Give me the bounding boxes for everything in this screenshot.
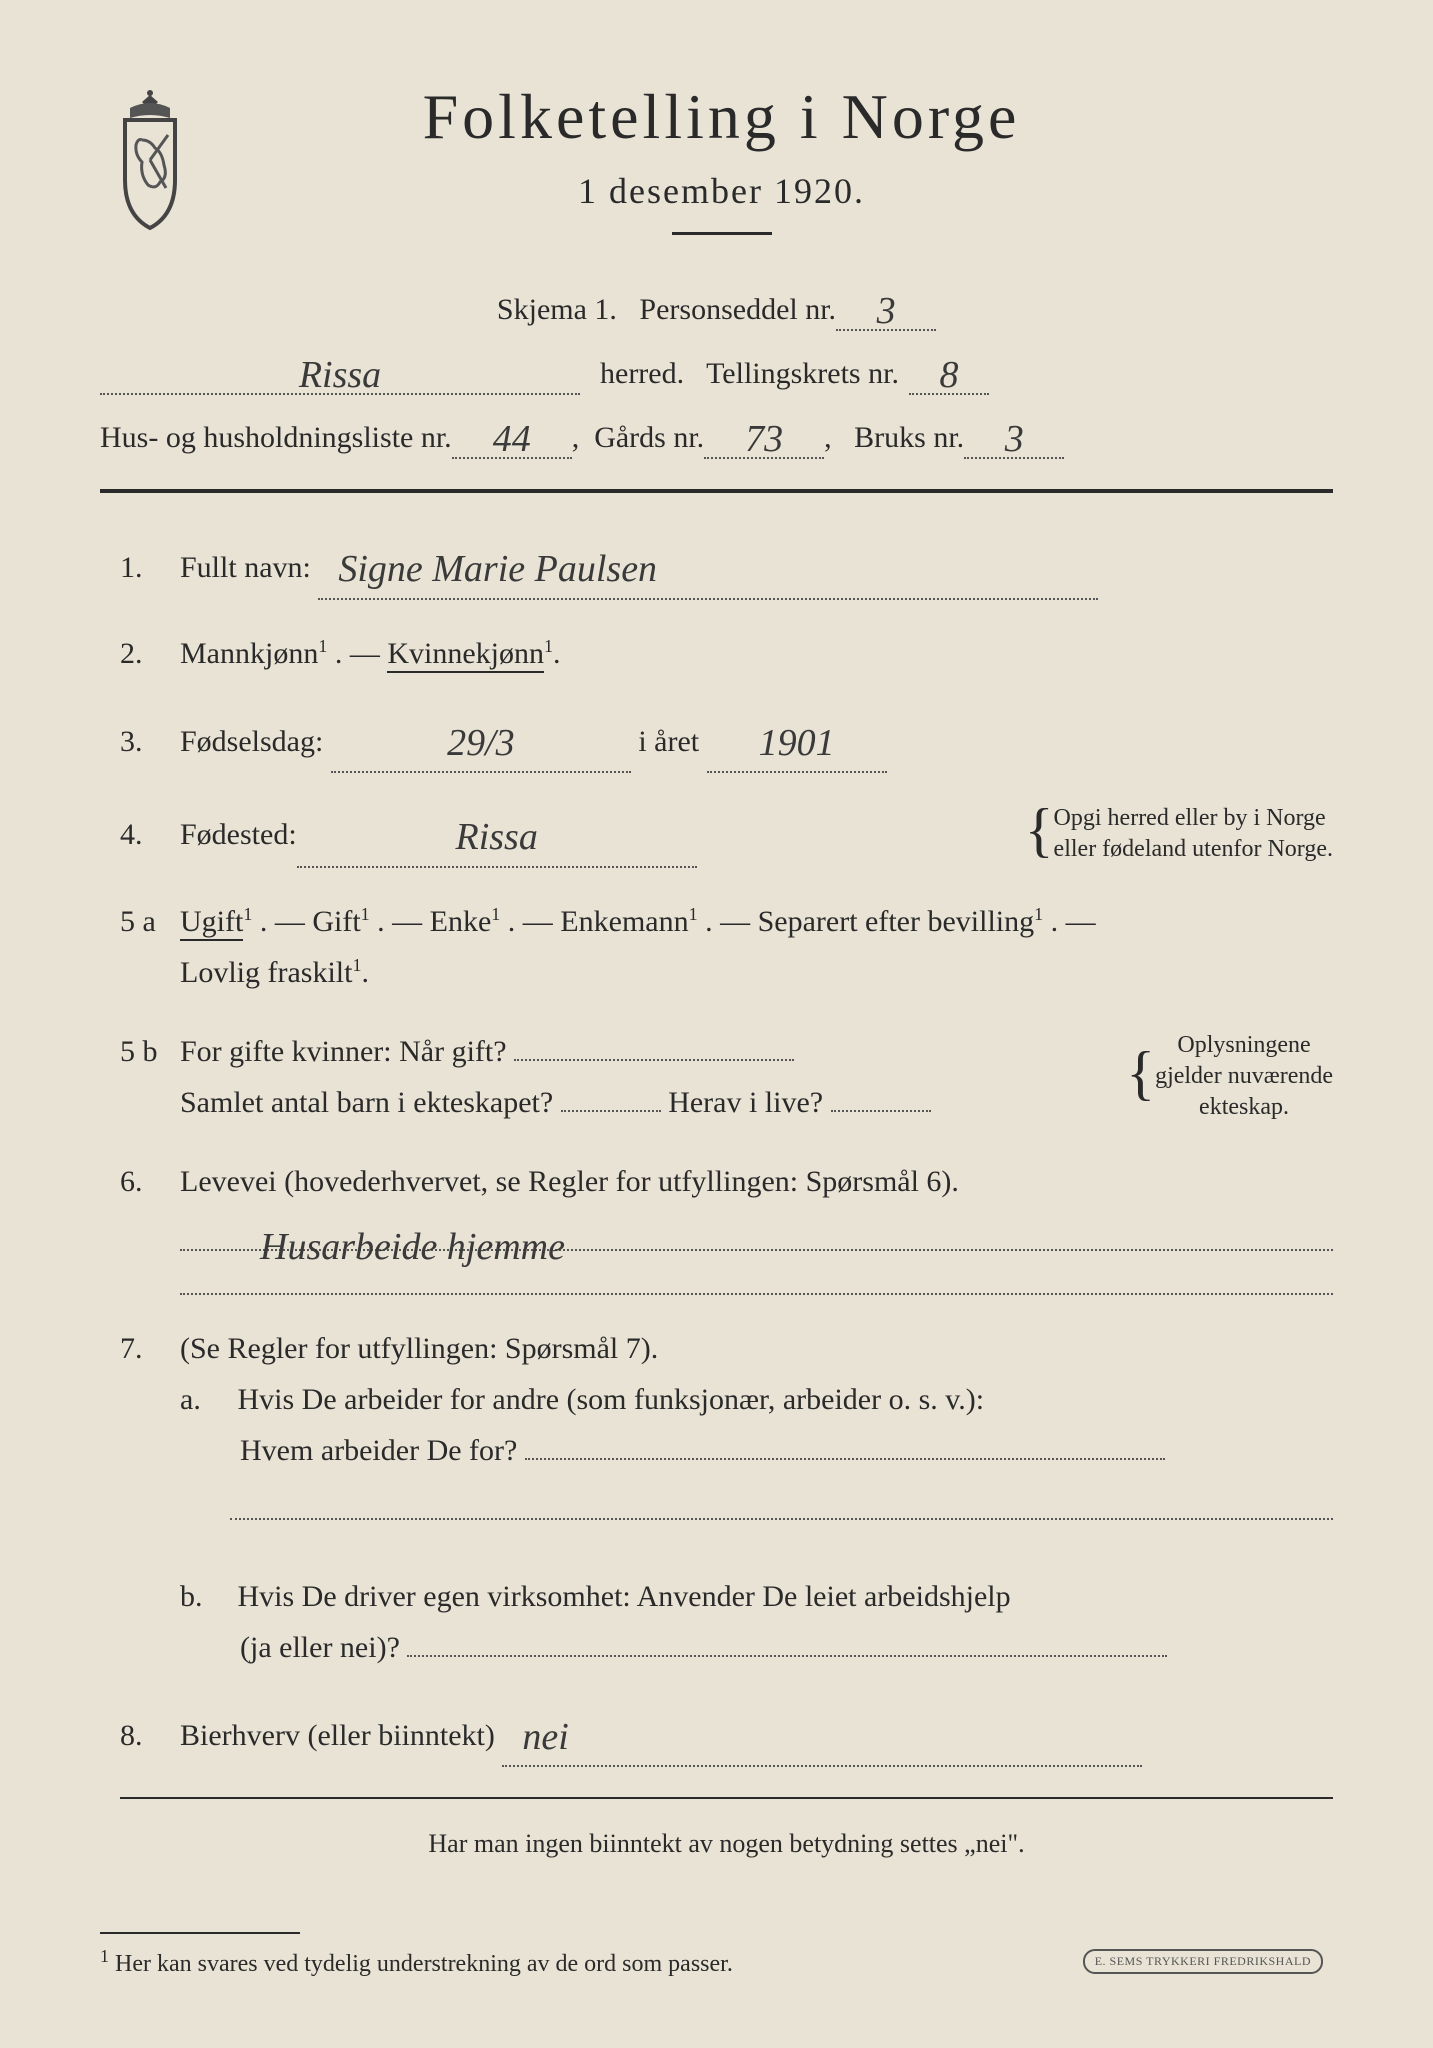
q7b-line1: Hvis De driver egen virksomhet: Anvender… — [238, 1580, 1011, 1613]
bierhverv-value: nei — [522, 1716, 568, 1758]
q1-label: Fullt navn: — [180, 551, 318, 584]
q8-num: 8. — [120, 1710, 180, 1761]
hus-label: Hus- og husholdningsliste nr. — [100, 421, 452, 455]
header: Folketelling i Norge 1 desember 1920. — [100, 80, 1333, 235]
opt-enkemann[interactable]: Enkemann — [560, 905, 688, 938]
opt-gift[interactable]: Gift — [312, 905, 360, 938]
levevei-value: Husarbeide hjemme — [260, 1215, 565, 1251]
meta-hus: Hus- og husholdningsliste nr. 44 , Gårds… — [100, 413, 1333, 459]
q2-num: 2. — [120, 628, 180, 679]
fullt-navn-field[interactable]: Signe Marie Paulsen — [318, 533, 1098, 600]
subtitle: 1 desember 1920. — [240, 170, 1203, 212]
q2-kvinne[interactable]: Kvinnekjønn — [387, 637, 544, 673]
bruks-nr: 3 — [1005, 418, 1024, 460]
hus-nr-field[interactable]: 44 — [452, 413, 572, 459]
herav-live-field[interactable] — [831, 1110, 931, 1112]
opt-separert[interactable]: Separert efter bevilling — [758, 905, 1035, 938]
q5b-label-c: Herav i live? — [668, 1086, 823, 1119]
leiet-hjelp-field[interactable] — [407, 1655, 1167, 1657]
q7b-line2: (ja eller nei)? — [180, 1631, 1167, 1664]
q7a-line1: Hvis De arbeider for andre (som funksjon… — [238, 1383, 985, 1416]
bierhverv-field[interactable]: nei — [502, 1701, 1142, 1768]
footnote-marker: 1 — [100, 1946, 109, 1966]
arbeider-for-field-2[interactable] — [230, 1480, 1333, 1520]
title-rule — [672, 232, 772, 235]
opt-enke[interactable]: Enke — [430, 905, 492, 938]
question-3: 3. Fødselsdag: 29/3 i året 1901 — [120, 707, 1333, 774]
q7-num: 7. — [120, 1323, 180, 1374]
footnote-rule — [100, 1932, 300, 1934]
fodselsar-field[interactable]: 1901 — [707, 707, 887, 774]
question-5b: 5 b For gifte kvinner: Når gift? Samlet … — [120, 1026, 1333, 1128]
q2-mann[interactable]: Mannkjønn — [180, 637, 318, 670]
question-8: 8. Bierhverv (eller biinntekt) nei — [120, 1701, 1333, 1768]
q3-label-b: i året — [638, 725, 706, 758]
q7-label: (Se Regler for utfyllingen: Spørsmål 7). — [180, 1332, 658, 1365]
meta-herred: Rissa herred. Tellingskrets nr. 8 — [100, 349, 1333, 395]
fodselsdag-field[interactable]: 29/3 — [331, 707, 631, 774]
q8-label: Bierhverv (eller biinntekt) — [180, 1719, 495, 1752]
meta-block: Skjema 1. Personseddel nr. 3 Rissa herre… — [100, 285, 1333, 459]
coat-of-arms-icon — [100, 90, 200, 230]
fullt-navn-value: Signe Marie Paulsen — [338, 548, 657, 590]
question-1: 1. Fullt navn: Signe Marie Paulsen — [120, 533, 1333, 600]
q2-sep: . — — [335, 637, 388, 670]
footnote-text: Her kan svares ved tydelig understreknin… — [115, 1951, 733, 1977]
bruks-nr-field[interactable]: 3 — [964, 413, 1064, 459]
q1-num: 1. — [120, 542, 180, 593]
q7a-num: a. — [180, 1374, 230, 1425]
tellingskrets-nr: 8 — [939, 354, 958, 396]
q4-num: 4. — [120, 809, 180, 860]
opt-fraskilt[interactable]: Lovlig fraskilt — [180, 956, 352, 989]
q7b-num: b. — [180, 1571, 230, 1622]
question-5a: 5 a Ugift1 . — Gift1 . — Enke1 . — Enkem… — [120, 896, 1333, 998]
fodselsar-value: 1901 — [759, 722, 835, 764]
gards-nr-field[interactable]: 73 — [704, 413, 824, 459]
fodested-value: Rissa — [455, 816, 537, 858]
fodselsdag-value: 29/3 — [447, 722, 515, 764]
nar-gift-field[interactable] — [514, 1059, 794, 1061]
title-block: Folketelling i Norge 1 desember 1920. — [240, 80, 1333, 235]
q6-num: 6. — [120, 1156, 180, 1207]
herred-name: Rissa — [299, 354, 381, 396]
main-title: Folketelling i Norge — [240, 80, 1203, 154]
question-7: 7. (Se Regler for utfyllingen: Spørsmål … — [120, 1323, 1333, 1673]
opt-ugift[interactable]: Ugift — [180, 905, 243, 941]
antal-barn-field[interactable] — [561, 1110, 661, 1112]
tellingskrets-field[interactable]: 8 — [909, 349, 989, 395]
q6-label: Levevei (hovederhvervet, se Regler for u… — [180, 1165, 959, 1198]
question-6: 6. Levevei (hovederhvervet, se Regler fo… — [120, 1156, 1333, 1295]
bruks-label: , Bruks nr. — [824, 421, 964, 455]
q5a-num: 5 a — [120, 896, 180, 947]
herred-label: herred. Tellingskrets nr. — [600, 357, 899, 391]
q5b-num: 5 b — [120, 1026, 180, 1077]
rule-top — [100, 489, 1333, 493]
printer-mark: E. SEMS TRYKKERI FREDRIKSHALD — [1083, 1949, 1323, 1974]
arbeider-for-field[interactable] — [525, 1458, 1165, 1460]
question-4: 4. Fødested: Rissa { Opgi herred eller b… — [120, 801, 1333, 868]
levevei-field-2[interactable] — [180, 1255, 1333, 1295]
herred-field[interactable]: Rissa — [100, 349, 580, 395]
levevei-field-1[interactable]: Husarbeide hjemme — [180, 1211, 1333, 1251]
q4-label: Fødested: — [180, 809, 297, 860]
meta-skjema: Skjema 1. Personseddel nr. 3 — [100, 285, 1333, 331]
gards-nr: 73 — [745, 418, 783, 460]
question-2: 2. Mannkjønn1 . — Kvinnekjønn1. — [120, 628, 1333, 679]
q3-label-a: Fødselsdag: — [180, 725, 331, 758]
personseddel-nr: 3 — [877, 290, 896, 332]
q5b-label-b: Samlet antal barn i ekteskapet? — [180, 1086, 553, 1119]
q5b-label-a: For gifte kvinner: Når gift? — [180, 1035, 507, 1068]
skjema-label: Skjema 1. Personseddel nr. — [497, 293, 836, 327]
rule-bottom — [120, 1797, 1333, 1799]
gards-label: , Gårds nr. — [572, 421, 704, 455]
fodested-field[interactable]: Rissa — [297, 801, 697, 868]
q4-note: Opgi herred eller by i Norge eller fødel… — [1054, 803, 1333, 865]
hus-nr: 44 — [493, 418, 531, 460]
nei-note: Har man ingen biinntekt av nogen betydni… — [120, 1829, 1333, 1859]
q7a-line2: Hvem arbeider De for? — [180, 1434, 1165, 1467]
q3-num: 3. — [120, 716, 180, 767]
personseddel-nr-field[interactable]: 3 — [836, 285, 936, 331]
q5b-note: Oplysningene gjelder nuværende ekteskap. — [1155, 1030, 1333, 1124]
form-body: 1. Fullt navn: Signe Marie Paulsen 2. Ma… — [100, 533, 1333, 1859]
